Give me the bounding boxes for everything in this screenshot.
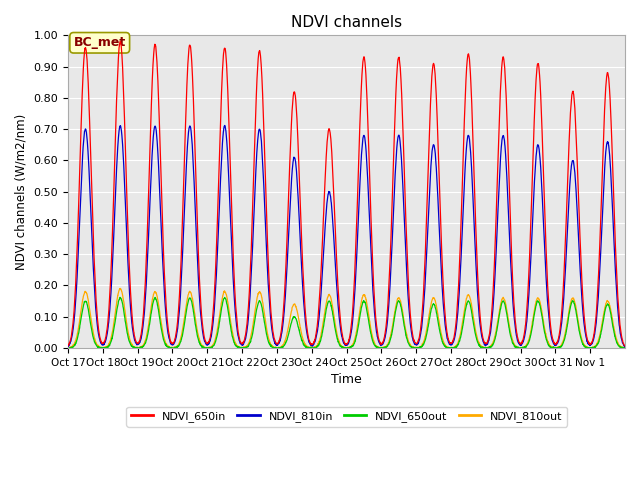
NDVI_810out [125,336,133,342]
X-axis label: Time: Time [331,373,362,386]
NDVI_650out [317,334,325,340]
NDVI_650in [107,268,115,274]
NDVI_650out [536,304,544,310]
NDVI_650out [116,294,124,300]
NDVI_650in [79,65,87,71]
NDVI_810in [125,283,133,288]
Line: NDVI_810in: NDVI_810in [68,125,625,347]
NDVI_810in [317,290,325,296]
NDVI_650in [536,79,544,85]
NDVI_650in [116,38,124,44]
Line: NDVI_650in: NDVI_650in [68,41,625,346]
NDVI_650out [108,338,115,344]
NDVI_650out [65,345,72,351]
NDVI_810out [108,335,115,340]
NDVI_810in [79,141,87,147]
Title: NDVI channels: NDVI channels [291,15,402,30]
NDVI_650out [621,345,629,351]
NDVI_650in [64,343,72,348]
NDVI_650in [125,264,133,270]
NDVI_810in [221,122,228,128]
NDVI_810out [116,286,124,291]
NDVI_650in [141,288,148,294]
NDVI_810out [536,300,544,306]
NDVI_810in [621,344,628,350]
NDVI_810in [64,344,72,349]
NDVI_650in [317,267,325,273]
NDVI_810in [621,343,629,349]
Text: BC_met: BC_met [74,36,126,49]
Line: NDVI_810out: NDVI_810out [68,288,625,348]
NDVI_810out [80,293,88,299]
NDVI_810out [65,345,72,351]
NDVI_810in [107,289,115,295]
Legend: NDVI_650in, NDVI_810in, NDVI_650out, NDVI_810out: NDVI_650in, NDVI_810in, NDVI_650out, NDV… [126,407,567,427]
NDVI_810in [536,156,544,161]
NDVI_650out [125,339,133,345]
NDVI_810out [141,338,149,344]
NDVI_650in [621,343,629,349]
Y-axis label: NDVI channels (W/m2/nm): NDVI channels (W/m2/nm) [15,114,28,270]
NDVI_650out [80,302,88,308]
NDVI_650out [64,345,72,351]
Line: NDVI_650out: NDVI_650out [68,297,625,348]
NDVI_650out [141,340,149,346]
NDVI_810out [64,345,72,351]
NDVI_810in [141,306,148,312]
NDVI_810out [317,330,325,336]
NDVI_810out [621,345,629,351]
